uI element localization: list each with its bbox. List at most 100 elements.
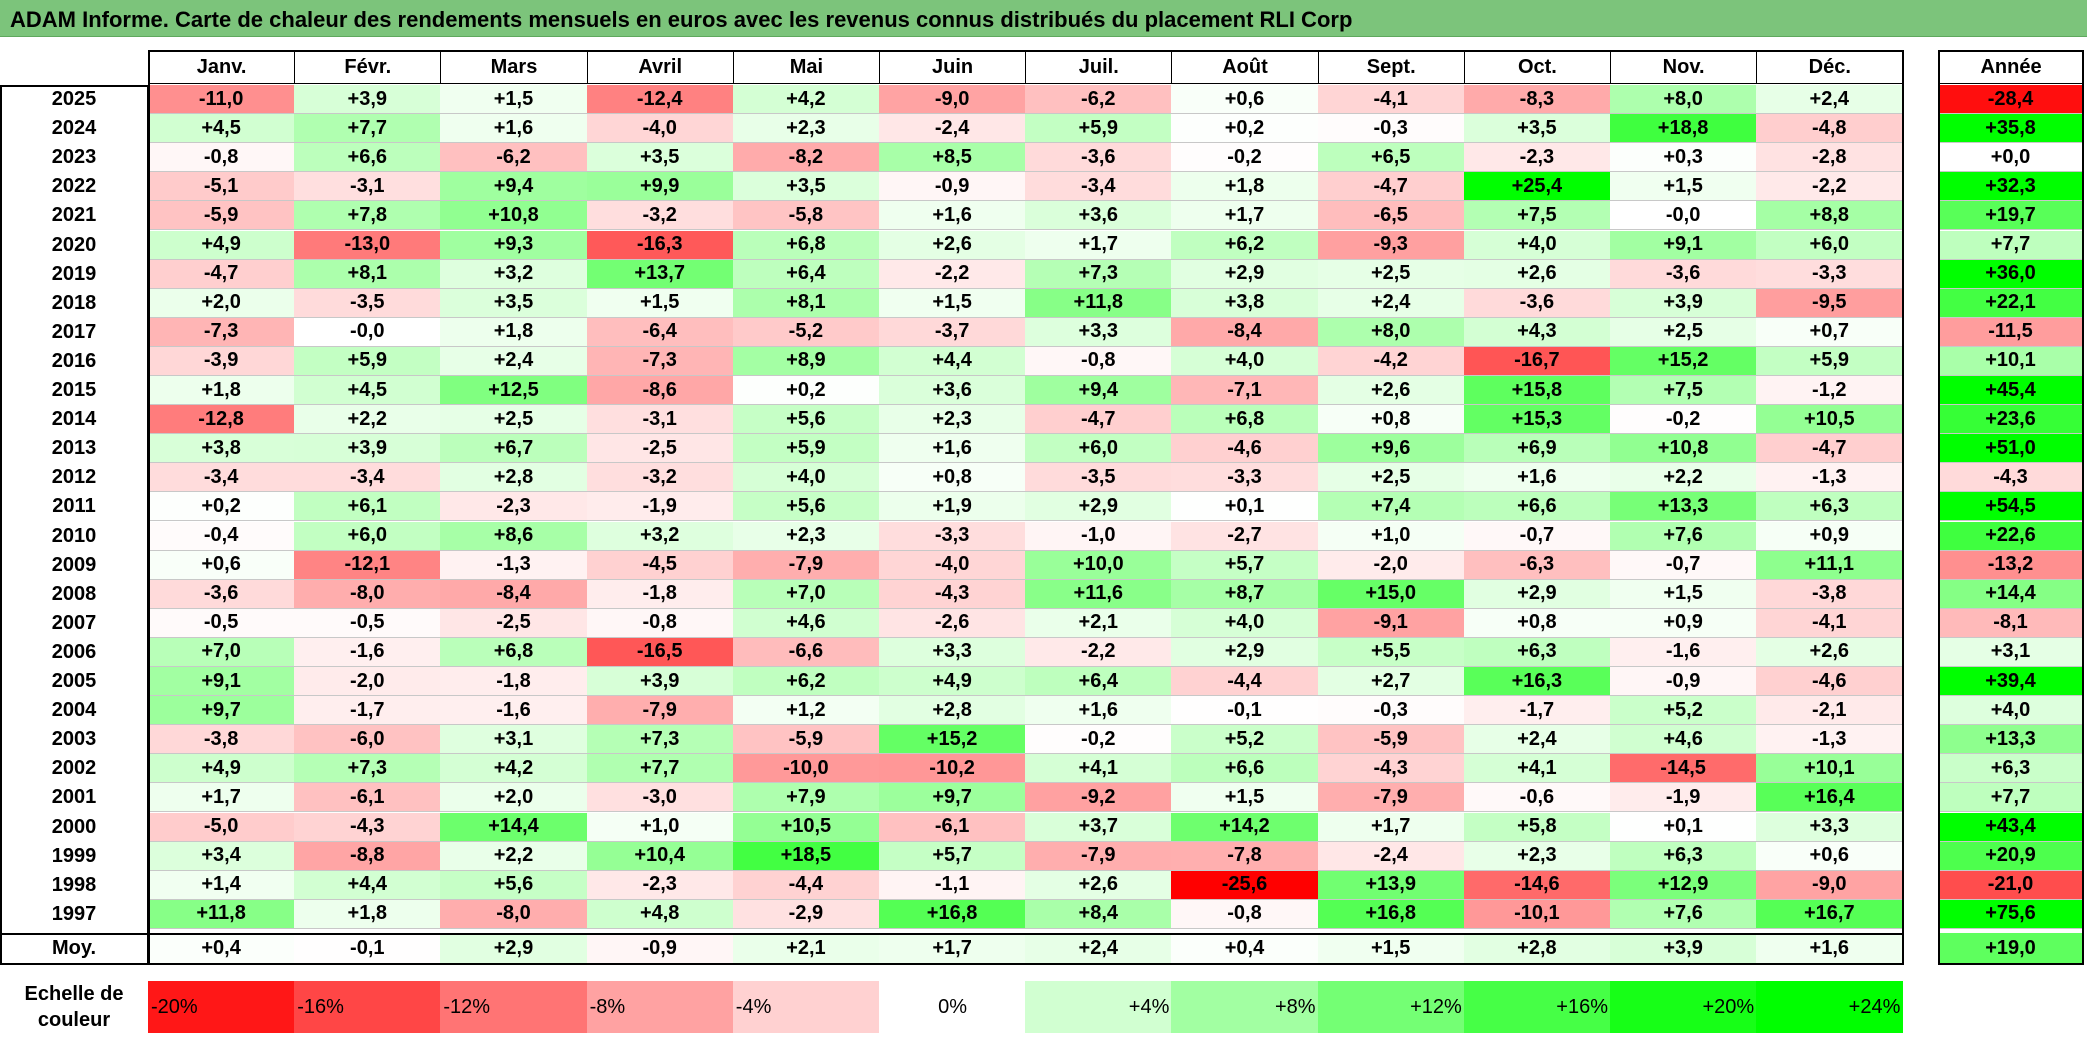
- heatmap-cell: +16,8: [1317, 899, 1465, 929]
- average-cell: -0,1: [294, 932, 442, 965]
- heatmap-cell: -2,2: [1756, 172, 1904, 202]
- heatmap-cell: +1,6: [1463, 463, 1611, 493]
- heatmap-cell: +8,0: [1317, 317, 1465, 347]
- row-label: 2013: [51, 437, 97, 460]
- row-label: 2020: [51, 233, 97, 256]
- heatmap-cell: +2,0: [440, 783, 588, 813]
- year-total-cell: +13,3: [1938, 725, 2084, 755]
- heatmap-cell: +5,9: [732, 434, 880, 464]
- column-header: Mai: [732, 50, 880, 84]
- heatmap-cell: +1,8: [440, 317, 588, 347]
- year-total-cell: -28,4: [1938, 85, 2084, 115]
- heatmap-cell: -4,0: [586, 114, 734, 144]
- heatmap-cell: +2,8: [879, 696, 1027, 726]
- row-label: 2000: [51, 815, 97, 838]
- heatmap-cell: -1,8: [586, 579, 734, 609]
- year-total-cell: -4,3: [1938, 463, 2084, 493]
- heatmap-cell: -3,2: [586, 201, 734, 231]
- column-header: Déc.: [1756, 50, 1904, 84]
- heatmap-cell: +1,5: [586, 288, 734, 318]
- heatmap-cell: +6,9: [1463, 434, 1611, 464]
- heatmap-cell: +1,7: [1317, 812, 1465, 842]
- heatmap-cell: +1,5: [879, 288, 1027, 318]
- heatmap-cell: +2,3: [879, 405, 1027, 435]
- heatmap-cell: +7,7: [294, 114, 442, 144]
- heatmap-cell: +2,9: [1463, 579, 1611, 609]
- heatmap-cell: +0,1: [1171, 492, 1319, 522]
- heatmap-cell: +2,8: [440, 463, 588, 493]
- heatmap-cell: +2,6: [1025, 870, 1173, 900]
- heatmap-cell: +1,5: [440, 85, 588, 115]
- heatmap-cell: +4,6: [1610, 725, 1758, 755]
- heatmap-cell: +14,2: [1171, 812, 1319, 842]
- heatmap-cell: +6,2: [732, 667, 880, 697]
- year-total-cell: +14,4: [1938, 579, 2084, 609]
- average-cell: +0,4: [1171, 932, 1319, 965]
- row-label: 2011: [52, 495, 96, 518]
- heatmap-cell: -7,9: [1317, 783, 1465, 813]
- heatmap-cell: -16,7: [1463, 346, 1611, 376]
- heatmap-cell: -8,0: [294, 579, 442, 609]
- heatmap-cell: -2,0: [1317, 550, 1465, 580]
- heatmap-cell: +3,4: [148, 841, 296, 871]
- row-label: 2016: [51, 349, 97, 372]
- year-total-cell: +36,0: [1938, 259, 2084, 289]
- heatmap-cell: +2,2: [294, 405, 442, 435]
- heatmap-cell: -3,3: [1171, 463, 1319, 493]
- heatmap-cell: +6,8: [440, 637, 588, 667]
- heatmap-cell: +15,8: [1463, 376, 1611, 406]
- heatmap-cell: +6,4: [1025, 667, 1173, 697]
- heatmap-cell: -4,3: [879, 579, 1027, 609]
- heatmap-cell: -0,0: [294, 317, 442, 347]
- heatmap-cell: +16,4: [1756, 783, 1904, 813]
- heatmap-cell: -6,5: [1317, 201, 1465, 231]
- color-scale-swatch: +4%: [1025, 981, 1173, 1033]
- average-cell: +1,6: [1756, 932, 1904, 965]
- heatmap-cell: +6,8: [732, 230, 880, 260]
- heatmap-cell: +0,6: [1756, 841, 1904, 871]
- heatmap-cell: +4,9: [879, 667, 1027, 697]
- heatmap-cell: -12,1: [294, 550, 442, 580]
- heatmap-cell: +2,2: [440, 841, 588, 871]
- heatmap-cell: -0,9: [879, 172, 1027, 202]
- heatmap-cell: +8,7: [1171, 579, 1319, 609]
- heatmap-cell: +7,0: [148, 637, 296, 667]
- heatmap-cell: -0,0: [1610, 201, 1758, 231]
- heatmap-cell: -10,1: [1463, 899, 1611, 929]
- heatmap-cell: +15,0: [1317, 579, 1465, 609]
- year-total-cell: +32,3: [1938, 172, 2084, 202]
- heatmap-cell: -4,7: [1756, 434, 1904, 464]
- heatmap-cell: +1,7: [148, 783, 296, 813]
- heatmap-cell: +9,1: [1610, 230, 1758, 260]
- heatmap-cell: +9,4: [1025, 376, 1173, 406]
- heatmap-cell: +16,8: [879, 899, 1027, 929]
- heatmap-cell: -1,1: [879, 870, 1027, 900]
- heatmap-cell: +4,4: [294, 870, 442, 900]
- heatmap-cell: -3,8: [1756, 579, 1904, 609]
- heatmap-cell: +10,5: [732, 812, 880, 842]
- row-label: 2003: [51, 728, 97, 751]
- heatmap-cell: -3,0: [586, 783, 734, 813]
- heatmap-cell: +2,2: [1610, 463, 1758, 493]
- heatmap-cell: -8,4: [440, 579, 588, 609]
- heatmap-cell: +0,7: [1756, 317, 1904, 347]
- heatmap-cell: +0,2: [148, 492, 296, 522]
- heatmap-cell: +1,8: [148, 376, 296, 406]
- heatmap-cell: +8,5: [879, 143, 1027, 173]
- heatmap-cell: -6,0: [294, 725, 442, 755]
- heatmap-cell: +4,8: [586, 899, 734, 929]
- heatmap-cell: -12,8: [148, 405, 296, 435]
- column-header: Juil.: [1025, 50, 1173, 84]
- heatmap-cell: -4,4: [1171, 667, 1319, 697]
- year-total-cell: +7,7: [1938, 230, 2084, 260]
- heatmap-cell: -7,1: [1171, 376, 1319, 406]
- heatmap-cell: -1,7: [294, 696, 442, 726]
- heatmap-cell: -16,3: [586, 230, 734, 260]
- heatmap-cell: +6,6: [294, 143, 442, 173]
- heatmap-cell: +5,9: [1756, 346, 1904, 376]
- heatmap-cell: +6,5: [1317, 143, 1465, 173]
- heatmap-cell: -4,1: [1756, 608, 1904, 638]
- heatmap-cell: -8,4: [1171, 317, 1319, 347]
- heatmap-cell: +6,4: [732, 259, 880, 289]
- column-header: Nov.: [1610, 50, 1758, 84]
